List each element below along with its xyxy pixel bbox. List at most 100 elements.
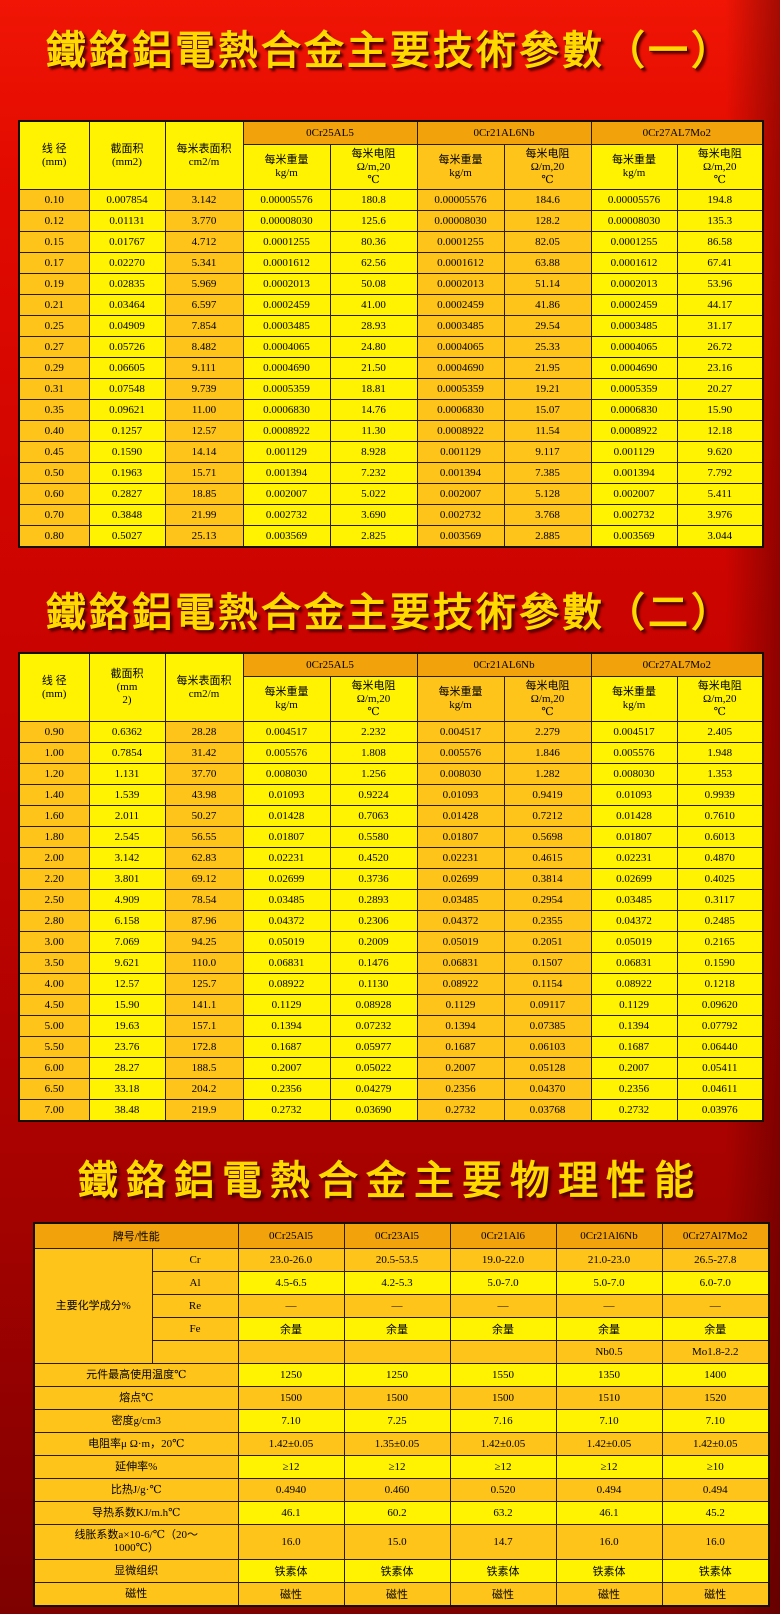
cell: 0.02699 (242, 868, 331, 890)
cell: 4.2-5.3 (343, 1271, 451, 1295)
cell: 18.85 (164, 483, 244, 505)
table-header-row: 线 径 (mm) 截面积 (mm 2) 每米表面积 cm2/m 0Cr25AL5… (18, 652, 764, 722)
cell: 0.0005359 (416, 378, 505, 400)
cell: 0.06831 (416, 952, 505, 974)
cell: 184.6 (503, 189, 592, 211)
cell: 2.885 (503, 525, 592, 548)
cell: 2.00 (18, 847, 90, 869)
element-label: Fe (151, 1317, 239, 1341)
col-header-resistance-per-meter: 每米电阻 Ω/m,20 ℃ (329, 676, 418, 722)
table-row: 0.31 0.07548 9.739 0.0005359 18.81 0.0005359 1… (18, 378, 764, 400)
cell: 63.2 (449, 1501, 557, 1525)
cell: 0.06103 (503, 1036, 592, 1058)
cell: 0.05019 (590, 931, 678, 953)
cell: 0.4940 (237, 1478, 345, 1502)
cell: 21.50 (329, 357, 418, 379)
cell: 7.10 (661, 1409, 770, 1433)
cell: 141.1 (164, 994, 244, 1016)
cell: — (449, 1294, 557, 1318)
property-row: 线胀系数a×10-6/℃（20～ 1000℃） 16.0 15.0 14.7 16.0 1… (33, 1524, 770, 1560)
cell: 0.0002459 (242, 294, 331, 316)
cell: 0.25 (18, 315, 90, 337)
cell: 0.008030 (590, 763, 678, 785)
cell: 0.1687 (590, 1036, 678, 1058)
table-row: 0.40 0.1257 12.57 0.0008922 11.30 0.0008922 11… (18, 420, 764, 442)
cell: 1.256 (329, 763, 418, 785)
cell: — (661, 1294, 770, 1318)
cell: 125.6 (329, 210, 418, 232)
cell: 0.0004690 (590, 357, 678, 379)
cell: 0.03976 (676, 1099, 764, 1122)
cell: 磁性 (449, 1582, 557, 1607)
cell: 9.111 (164, 357, 244, 379)
cell: 0.003569 (242, 525, 331, 548)
alloy-header-0cr27al7mo2: 0Cr27Al7Mo2 (661, 1222, 770, 1249)
cell: 31.17 (676, 315, 764, 337)
cell: 0.7854 (88, 742, 166, 764)
cell: 188.5 (164, 1057, 244, 1079)
cell: 0.1394 (416, 1015, 505, 1037)
cell: 0.2009 (329, 931, 418, 953)
cell: 0.1218 (676, 973, 764, 995)
cell: 1.353 (676, 763, 764, 785)
cell: 0.09620 (676, 994, 764, 1016)
cell: 41.00 (329, 294, 418, 316)
cell: 25.13 (164, 525, 244, 548)
cell: 50.08 (329, 273, 418, 295)
cell: 0.002007 (590, 483, 678, 505)
cell: 0.520 (449, 1478, 557, 1502)
cell: 80.36 (329, 231, 418, 253)
cell: 0.5698 (503, 826, 592, 848)
cell: 0.3117 (676, 889, 764, 911)
cell: 1.35±0.05 (343, 1432, 451, 1456)
cell: 6.158 (88, 910, 166, 932)
cell: 86.58 (676, 231, 764, 253)
property-row: 元件最高使用温度℃ 1250 1250 1550 1350 1400 (33, 1363, 770, 1387)
element-label: Re (151, 1294, 239, 1318)
cell: 3.142 (88, 847, 166, 869)
cell: 5.411 (676, 483, 764, 505)
cell: ≥12 (343, 1455, 451, 1479)
cell: 157.1 (164, 1015, 244, 1037)
cell: 0.06831 (242, 952, 331, 974)
cell: 0.460 (343, 1478, 451, 1502)
col-header-resistance-per-meter: 每米电阻 Ω/m,20 ℃ (503, 676, 592, 722)
cell: 0.01428 (242, 805, 331, 827)
cell: 0.2893 (329, 889, 418, 911)
cell: 14.7 (449, 1524, 557, 1560)
cell: 0.0004690 (242, 357, 331, 379)
cell: 0.04370 (503, 1078, 592, 1100)
col-header-weight-per-meter: 每米重量 kg/m (590, 676, 678, 722)
cell: 磁性 (555, 1582, 663, 1607)
cell: 0.2732 (590, 1099, 678, 1122)
cell: 0.01807 (416, 826, 505, 848)
table-row: 5.00 19.63 157.1 0.1394 0.07232 0.1394 0.07385… (18, 1015, 764, 1037)
cell: 0.005576 (590, 742, 678, 764)
cell: 2.825 (329, 525, 418, 548)
cell: 0.4615 (503, 847, 592, 869)
cell: 0.1154 (503, 973, 592, 995)
cell: 0.1476 (329, 952, 418, 974)
cell: 0.08922 (416, 973, 505, 995)
cell: 磁性 (661, 1582, 770, 1607)
row-group-label-chemistry: 主要化学成分% (33, 1248, 153, 1364)
cell: 0.1963 (88, 462, 166, 484)
table-row: 1.80 2.545 56.55 0.01807 0.5580 0.01807 0.5698… (18, 826, 764, 848)
property-label: 熔点℃ (33, 1386, 239, 1410)
cell: 7.00 (18, 1099, 90, 1122)
cell: 2.011 (88, 805, 166, 827)
cell: 18.81 (329, 378, 418, 400)
cell: 0.06831 (590, 952, 678, 974)
cell: 110.0 (164, 952, 244, 974)
cell: 1.846 (503, 742, 592, 764)
table-row: 2.50 4.909 78.54 0.03485 0.2893 0.03485 0.2954… (18, 889, 764, 911)
cell: 0.001129 (416, 441, 505, 463)
cell: 60.2 (343, 1501, 451, 1525)
cell: Mo1.8-2.2 (661, 1340, 770, 1364)
cell: 0.0006830 (242, 399, 331, 421)
alloy-header-0cr21al6: 0Cr21Al6 (449, 1222, 557, 1249)
cell: 0.2732 (242, 1099, 331, 1122)
cell: 0.3848 (88, 504, 166, 526)
cell: 0.2165 (676, 931, 764, 953)
